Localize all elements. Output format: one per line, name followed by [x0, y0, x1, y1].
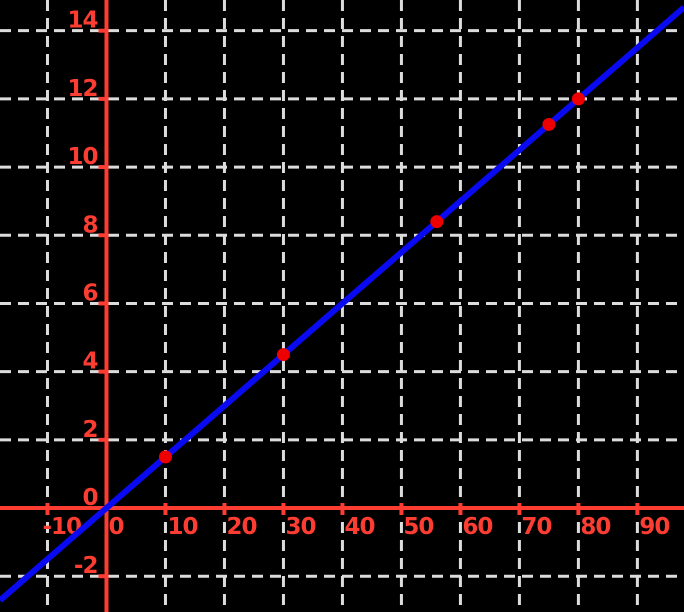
x-tick-label: 20 [226, 514, 256, 540]
data-point [276, 348, 290, 362]
x-tick-label: 40 [344, 514, 374, 540]
x-tick-label: 60 [462, 514, 492, 540]
x-tick-label: 80 [580, 514, 610, 540]
x-tick-label: 30 [285, 514, 315, 540]
y-tick-label: 4 [82, 349, 97, 375]
fit-line [0, 5, 684, 603]
y-tick-label: 0 [82, 485, 97, 511]
y-tick-label: 2 [82, 417, 97, 443]
y-tick-label: -2 [74, 553, 98, 579]
x-tick-label: 90 [639, 514, 669, 540]
x-tick-label: 10 [167, 514, 197, 540]
y-tick-label: 14 [67, 8, 97, 34]
y-tick-label: 6 [82, 280, 97, 306]
y-tick-label: 8 [82, 212, 97, 238]
data-point [158, 450, 172, 464]
data-point [430, 215, 444, 229]
x-tick-label: 0 [108, 514, 123, 540]
data-point [571, 92, 585, 106]
data-point [542, 117, 556, 131]
y-tick-label: 10 [67, 144, 97, 170]
y-tick-label: 12 [67, 76, 97, 102]
x-tick-label: 70 [521, 514, 551, 540]
x-tick-label: 50 [403, 514, 433, 540]
